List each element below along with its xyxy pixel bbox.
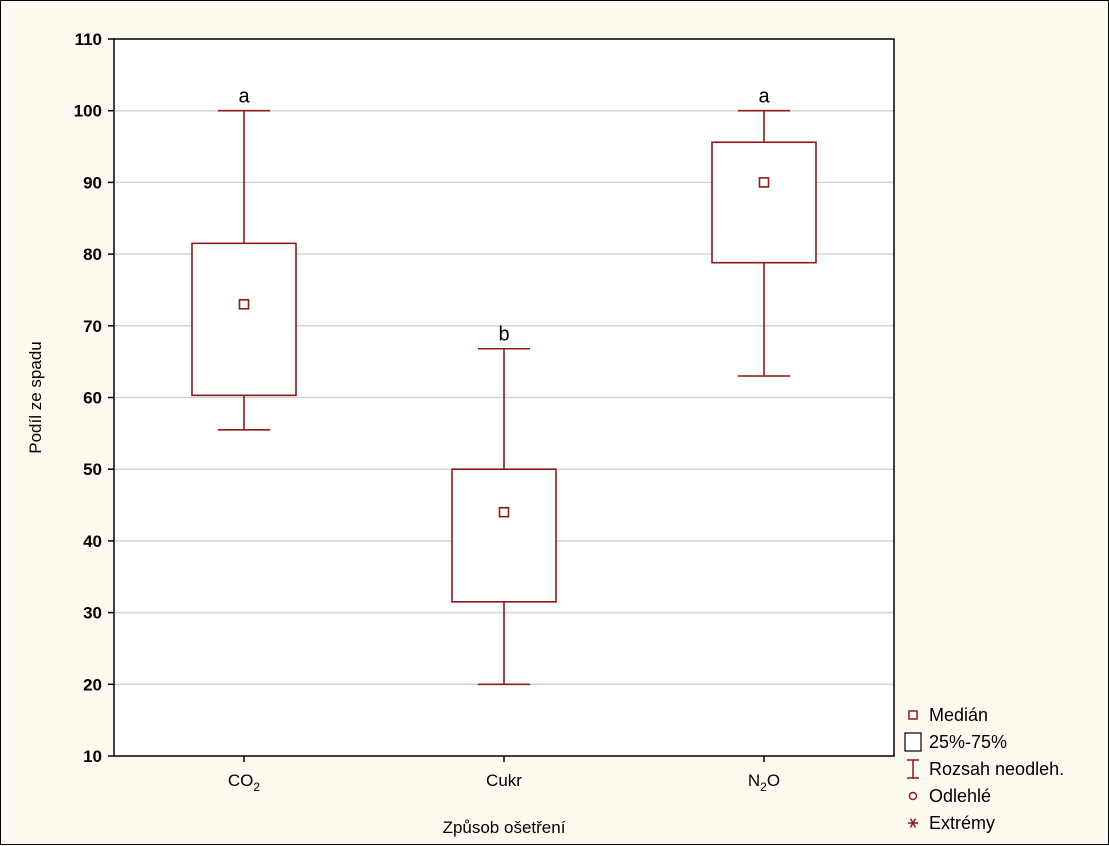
legend-label: Extrémy	[929, 813, 995, 833]
legend-item: Medián	[908, 705, 988, 725]
iqr-box	[711, 141, 817, 264]
significance-label: a	[758, 86, 770, 108]
small-square-icon	[908, 710, 918, 720]
iqr-box	[451, 468, 557, 603]
whisker-icon	[907, 759, 919, 779]
x-tick-label: Cukr	[486, 771, 522, 790]
box-icon	[904, 732, 922, 752]
x-axis-title: Způsob ošetření	[443, 818, 566, 837]
significance-label: b	[498, 324, 509, 346]
y-tick-label: 110	[75, 30, 102, 49]
median-marker	[498, 506, 510, 518]
legend-item: Extrémy	[908, 813, 995, 833]
legend-label: Medián	[929, 705, 988, 725]
circle-icon	[908, 791, 918, 801]
legend-item: 25%-75%	[904, 732, 1007, 752]
y-tick-label: 90	[83, 173, 102, 192]
box-group: a	[711, 86, 817, 377]
significance-label: a	[238, 86, 250, 108]
box-group: b	[451, 324, 557, 686]
y-tick-label: 50	[83, 460, 102, 479]
legend-item: Rozsah neodleh.	[907, 759, 1064, 779]
y-tick-label: 70	[83, 317, 102, 336]
y-tick-label: 60	[83, 389, 102, 408]
y-tick-label: 20	[83, 675, 102, 694]
median-marker	[238, 298, 250, 310]
x-tick-label: CO2	[228, 771, 261, 794]
asterisk-icon	[908, 818, 918, 828]
box-group: a	[191, 86, 297, 431]
legend-label: Odlehlé	[929, 786, 991, 806]
legend-label: 25%-75%	[929, 732, 1007, 752]
y-tick-label: 100	[74, 102, 102, 121]
y-tick-label: 10	[83, 747, 102, 766]
legend-label: Rozsah neodleh.	[929, 759, 1064, 779]
x-tick-label: N2O	[748, 771, 780, 794]
legend-item: Odlehlé	[908, 786, 991, 806]
y-axis-title: Podíl ze spadu	[26, 341, 45, 453]
y-tick-label: 40	[83, 532, 102, 551]
median-marker	[758, 177, 770, 188]
legend: Medián 25%-75% Rozsah neodleh. Odlehlé Extré…	[904, 705, 1064, 833]
y-tick-label: 30	[83, 604, 102, 623]
iqr-box	[191, 242, 297, 397]
y-tick-label: 80	[83, 245, 102, 264]
asterisk-stroke	[909, 818, 917, 828]
